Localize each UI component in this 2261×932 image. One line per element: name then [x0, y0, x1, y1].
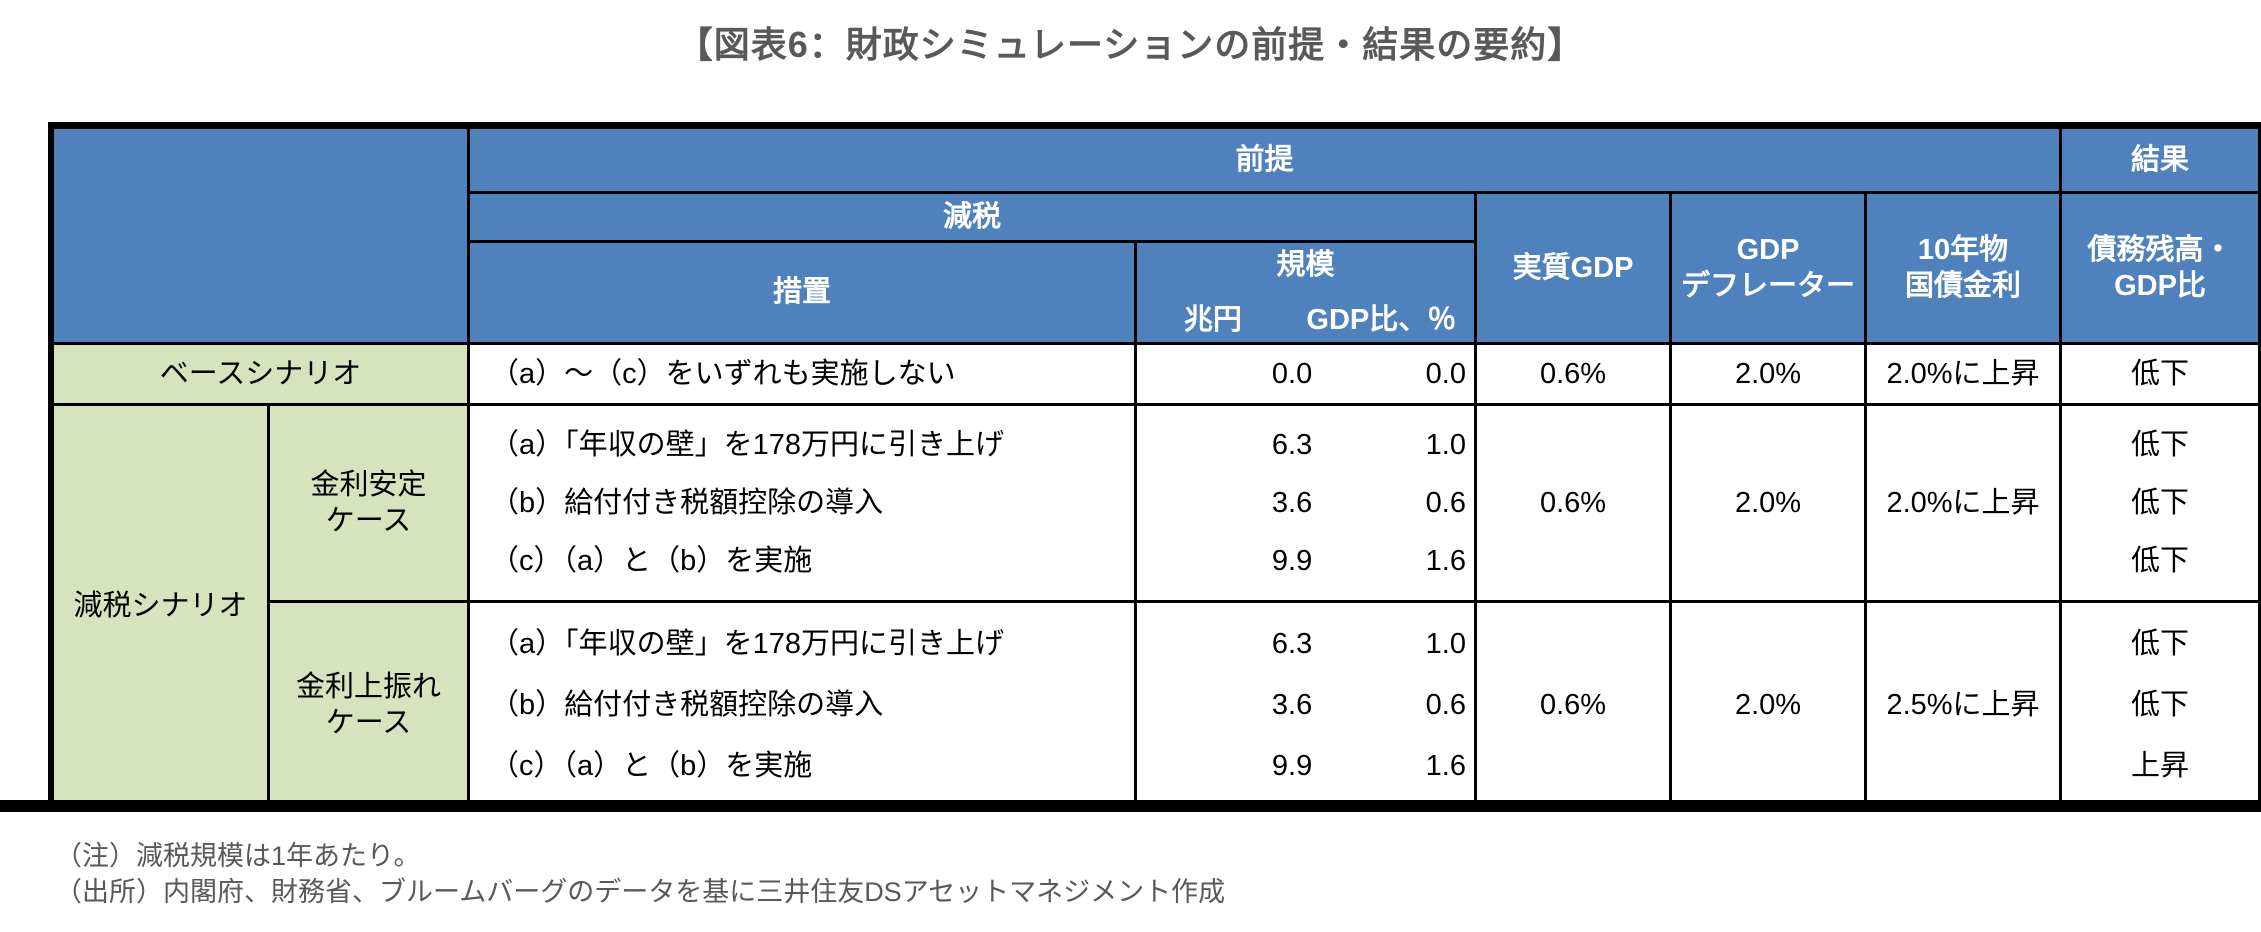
- stable-scale-row-b: 3.6 0.6: [1137, 485, 1474, 521]
- header-real-gdp: 実質GDP: [1477, 194, 1669, 342]
- base-jgb: 2.0%に上昇: [1867, 345, 2059, 403]
- base-result: 低下: [2062, 345, 2258, 403]
- source-line: （出所）内閣府、財務省、ブルームバーグのデータを基に三井住友DSアセットマネジメ…: [55, 877, 1226, 907]
- upside-measure-a: （a）「年収の壁」を178万円に引き上げ: [490, 627, 1005, 660]
- stable-trillion-c: 9.9: [1271, 544, 1313, 577]
- header-gdp-deflator: GDP デフレーター: [1672, 194, 1864, 342]
- header-unit-gdp-ratio: GDP比、％: [1306, 303, 1457, 336]
- upside-results: 低下 低下 上昇: [2062, 603, 2258, 807]
- upside-ratio-c: 1.6: [1425, 750, 1466, 783]
- stable-result-a: 低下: [2130, 428, 2189, 461]
- stable-ratio-a: 1.0: [1425, 428, 1466, 461]
- header-scale: 規模 兆円 GDP比、％: [1137, 243, 1474, 342]
- upside-ratio-a: 1.0: [1425, 627, 1466, 660]
- base-scale-row: 0.0 0.0: [1137, 356, 1474, 392]
- base-measure: （a）～（c）をいずれも実施しない: [470, 345, 1134, 403]
- upside-jgb: 2.5%に上昇: [1867, 603, 2059, 807]
- simulation-table: 前提 結果 減税 実質GDP GDP デフレーター 10年物 国債金利 債務残高…: [48, 122, 2261, 810]
- header-tax-cut: 減税: [470, 194, 1474, 240]
- note-line: （注）減税規模は1年あたり。: [55, 841, 421, 871]
- header-debt-line2: GDP比: [2114, 270, 2206, 302]
- upside-scale: 6.3 1.0 3.6 0.6 9.9 1.6: [1137, 603, 1474, 807]
- stable-ratio-b: 0.6: [1425, 486, 1466, 519]
- stable-measure-b: （b）給付付き税額控除の導入: [490, 486, 884, 519]
- upside-measure-c: （c）（a）と（b）を実施: [490, 750, 813, 783]
- upside-trillion-a: 6.3: [1271, 627, 1313, 660]
- case-stable-label: 金利安定 ケース: [270, 406, 467, 600]
- stable-scale-row-c: 9.9 1.6: [1137, 543, 1474, 579]
- header-assumption: 前提: [470, 129, 2059, 191]
- base-deflator: 2.0%: [1672, 345, 1864, 403]
- base-real-gdp: 0.6%: [1477, 345, 1669, 403]
- header-jgb-line1: 10年物: [1917, 233, 2009, 266]
- header-debt-gdp: 債務残高・ GDP比: [2062, 194, 2258, 342]
- case-stable-line2: ケース: [325, 505, 412, 537]
- table-bottom-border: [0, 800, 2261, 812]
- case-upside-label: 金利上振れ ケース: [270, 603, 467, 807]
- upside-ratio-b: 0.6: [1425, 688, 1466, 721]
- base-trillion: 0.0: [1271, 357, 1313, 390]
- upside-real-gdp: 0.6%: [1477, 603, 1669, 807]
- upside-scale-row-c: 9.9 1.6: [1137, 748, 1474, 784]
- header-gdp-deflator-line1: GDP: [1736, 233, 1800, 266]
- base-scale: 0.0 0.0: [1137, 345, 1474, 403]
- stable-results: 低下 低下 低下: [2062, 406, 2258, 600]
- case-upside-line1: 金利上振れ: [295, 670, 441, 703]
- stable-scale: 6.3 1.0 3.6 0.6 9.9 1.6: [1137, 406, 1474, 600]
- header-result: 結果: [2062, 129, 2258, 191]
- stable-result-c: 低下: [2130, 544, 2189, 577]
- header-gdp-deflator-line2: デフレーター: [1680, 270, 1855, 302]
- upside-result-c: 上昇: [2130, 750, 2189, 783]
- stable-measures: （a）「年収の壁」を178万円に引き上げ （b）給付付き税額控除の導入 （c）（…: [470, 406, 1134, 600]
- stable-trillion-a: 6.3: [1271, 428, 1313, 461]
- upside-measures: （a）「年収の壁」を178万円に引き上げ （b）給付付き税額控除の導入 （c）（…: [470, 603, 1134, 807]
- upside-deflator: 2.0%: [1672, 603, 1864, 807]
- header-jgb-line2: 国債金利: [1904, 270, 2021, 302]
- upside-result-b: 低下: [2130, 688, 2189, 721]
- case-upside-line2: ケース: [325, 707, 412, 739]
- header-scale-units: 兆円 GDP比、％: [1137, 302, 1474, 338]
- stable-measure-a: （a）「年収の壁」を178万円に引き上げ: [490, 428, 1005, 461]
- figure-title: 【図表6：財政シミュレーションの前提・結果の要約】: [676, 24, 1585, 65]
- stable-result-b: 低下: [2130, 486, 2189, 519]
- upside-trillion-b: 3.6: [1271, 688, 1313, 721]
- upside-scale-row-b: 3.6 0.6: [1137, 687, 1474, 723]
- stable-deflator: 2.0%: [1672, 406, 1864, 600]
- stable-real-gdp: 0.6%: [1477, 406, 1669, 600]
- header-debt-line1: 債務残高・: [2087, 233, 2233, 266]
- header-measure: 措置: [470, 243, 1134, 342]
- base-gdp-ratio: 0.0: [1425, 357, 1466, 390]
- row-base-scenario-label: ベースシナリオ: [54, 345, 467, 403]
- stable-trillion-b: 3.6: [1271, 486, 1313, 519]
- header-scale-label: 規模: [1276, 249, 1335, 282]
- upside-result-a: 低下: [2130, 627, 2189, 660]
- upside-scale-row-a: 6.3 1.0: [1137, 626, 1474, 662]
- upside-trillion-c: 9.9: [1271, 750, 1313, 783]
- footnotes: （注）減税規模は1年あたり。 （出所）内閣府、財務省、ブルームバーグのデータを基…: [55, 838, 1225, 910]
- stable-scale-row-a: 6.3 1.0: [1137, 427, 1474, 463]
- stable-jgb: 2.0%に上昇: [1867, 406, 2059, 600]
- header-corner-cell: [54, 129, 467, 342]
- stable-ratio-c: 1.6: [1425, 544, 1466, 577]
- header-unit-trillion: 兆円: [1183, 303, 1242, 336]
- row-tax-scenario-label: 減税シナリオ: [54, 406, 267, 807]
- stable-measure-c: （c）（a）と（b）を実施: [490, 544, 813, 577]
- header-jgb-rate: 10年物 国債金利: [1867, 194, 2059, 342]
- case-stable-line1: 金利安定: [310, 468, 427, 501]
- upside-measure-b: （b）給付付き税額控除の導入: [490, 688, 884, 721]
